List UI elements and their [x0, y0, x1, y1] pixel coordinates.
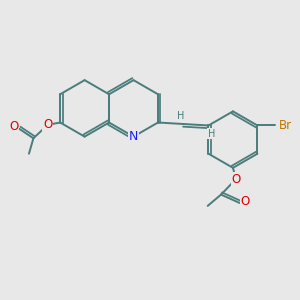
Text: O: O — [43, 118, 52, 131]
Text: Br: Br — [279, 119, 292, 132]
Text: O: O — [9, 120, 18, 133]
Text: O: O — [240, 195, 250, 208]
Text: H: H — [177, 111, 184, 121]
Text: O: O — [231, 172, 241, 186]
Text: H: H — [208, 129, 215, 139]
Text: N: N — [129, 130, 138, 143]
